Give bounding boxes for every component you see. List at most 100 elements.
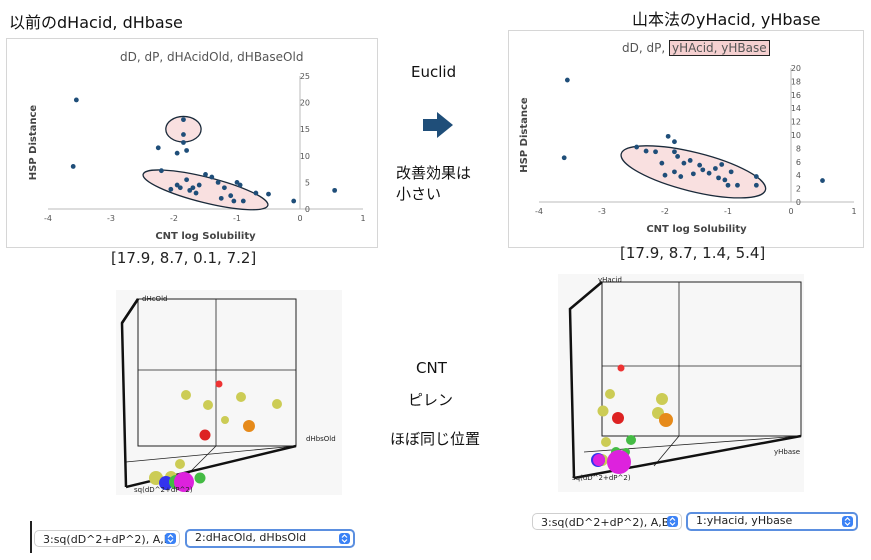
cnt-label: CNT: [416, 359, 447, 377]
right-select-axes[interactable]: 3:sq(dD^2+dP^2), A,B: [532, 513, 682, 530]
y-tick-label: 12: [791, 118, 801, 127]
chevron-updown-icon: [165, 533, 176, 544]
left-3d-axis-top: dHcOld: [142, 295, 167, 303]
effect-note-line2: 小さい: [396, 185, 442, 203]
data-point: [184, 148, 190, 153]
data-point: [659, 160, 665, 166]
effect-note-line1: 改善効果は: [396, 164, 472, 182]
left-params: [17.9, 8.7, 0.1, 7.2]: [111, 249, 257, 267]
data-point: [190, 185, 196, 191]
data-point: [174, 150, 180, 156]
chevron-updown-icon: [339, 533, 350, 544]
left-3d-plot[interactable]: dHcOld dHbsOld sq(dD^2+dP^2): [116, 290, 342, 495]
x-tick-label: -4: [535, 207, 543, 216]
data-point: [735, 182, 740, 188]
x-tick-label: -1: [233, 214, 241, 223]
y-tick-label: 15: [300, 125, 310, 134]
right-select-params[interactable]: 1:yHacid, yHbase: [686, 512, 858, 531]
right-select-params-value: 1:yHacid, yHbase: [696, 514, 793, 527]
data-point: [181, 132, 186, 137]
y-axis-title: HSP Distance: [28, 105, 39, 181]
chevron-updown-icon: [667, 516, 678, 527]
left-heading: 以前のdHacid, dHbase: [9, 13, 183, 32]
x-tick-label: 0: [297, 214, 302, 223]
data-point: [690, 171, 696, 177]
right-3d-plot[interactable]: yHacid yHbase sq(dD^2+dP^2): [558, 274, 804, 492]
x-tick-label: -3: [598, 207, 606, 216]
data-point: [240, 198, 246, 204]
method-label: Euclid: [411, 63, 457, 81]
data-point: [716, 175, 721, 181]
data-point: [209, 174, 215, 180]
data-point: [332, 187, 338, 193]
x-axis-title: CNT log Solubility: [155, 231, 256, 242]
right-heading: 山本法のyHacid, yHbase: [632, 10, 821, 29]
data-point: [564, 77, 570, 83]
data-point: [215, 180, 221, 185]
data-point: [653, 149, 658, 155]
y-tick-label: 4: [796, 171, 801, 180]
data-point: [753, 174, 759, 179]
data-point: [196, 182, 202, 188]
right-3d-axis-right: yHbase: [774, 448, 800, 456]
left-select-params-value: 2:dHacOld, dHbsOld: [195, 531, 307, 544]
right-chart-title: dD, dP, yHAcid, yHBase: [622, 40, 770, 56]
data-point: [203, 172, 208, 177]
data-point: [713, 166, 718, 171]
y-tick-label: 5: [305, 178, 310, 187]
x-axis-title: CNT log Solubility: [646, 224, 747, 235]
data-point: [672, 149, 677, 155]
data-point: [181, 140, 186, 145]
right-3d-axis-top: yHacid: [598, 276, 622, 284]
data-point: [675, 154, 680, 159]
same-position-label: ほぼ同じ位置: [390, 430, 481, 448]
data-point: [681, 160, 687, 166]
data-point: [222, 185, 227, 191]
left-select-params[interactable]: 2:dHacOld, dHbsOld: [185, 529, 355, 548]
data-point: [697, 162, 703, 168]
x-tick-label: -1: [724, 207, 732, 216]
data-point: [291, 198, 297, 204]
data-point: [665, 133, 671, 139]
left-chart-title: dD, dP, dHAcidOld, dHBaseOld: [120, 50, 304, 64]
data-point: [237, 182, 243, 188]
data-point: [234, 180, 240, 185]
right-chart-panel: dD, dP, yHAcid, yHBase -4 -3 -2 -1 0 1 0 2 4 6 8 10…: [508, 30, 864, 248]
chevron-updown-icon: [842, 516, 853, 527]
data-point: [719, 162, 725, 167]
y-tick-label: 8: [796, 144, 801, 153]
y-tick-label: 20: [791, 64, 801, 73]
data-point: [184, 177, 190, 183]
left-chart-panel: dD, dP, dHAcidOld, dHBaseOld -4 -3 -2 -1 0 1 0…: [6, 38, 378, 248]
x-tick-label: -3: [107, 214, 115, 223]
data-point: [159, 168, 164, 174]
data-point: [73, 97, 79, 103]
right-chart-title-highlight: yHAcid, yHBase: [668, 40, 770, 56]
y-tick-label: 14: [791, 104, 801, 113]
data-point: [174, 182, 180, 188]
right-select-axes-value: 3:sq(dD^2+dP^2), A,B: [541, 516, 670, 529]
data-point: [253, 190, 259, 196]
data-point: [155, 145, 161, 151]
data-point: [643, 148, 649, 154]
data-point: [187, 187, 193, 193]
data-point: [168, 186, 174, 192]
right-arrow-icon: [423, 112, 453, 138]
y-tick-label: 25: [300, 72, 310, 81]
left-3d-axis-right: dHbsOld: [306, 435, 336, 443]
data-point: [231, 198, 237, 204]
data-point: [672, 139, 677, 145]
y-tick-label: 16: [791, 91, 801, 100]
x-tick-label: 0: [788, 207, 793, 216]
right-params: [17.9, 8.7, 1.4, 5.4]: [620, 244, 766, 262]
data-point: [662, 172, 668, 178]
pyrene-label: ピレン: [408, 391, 454, 409]
data-point: [70, 164, 76, 169]
x-tick-label: -2: [661, 207, 669, 216]
x-tick-label: 1: [851, 207, 856, 216]
data-point: [728, 169, 734, 175]
data-point: [561, 155, 567, 161]
data-point: [634, 144, 640, 150]
left-select-axes[interactable]: 3:sq(dD^2+dP^2), A,B: [34, 530, 180, 547]
